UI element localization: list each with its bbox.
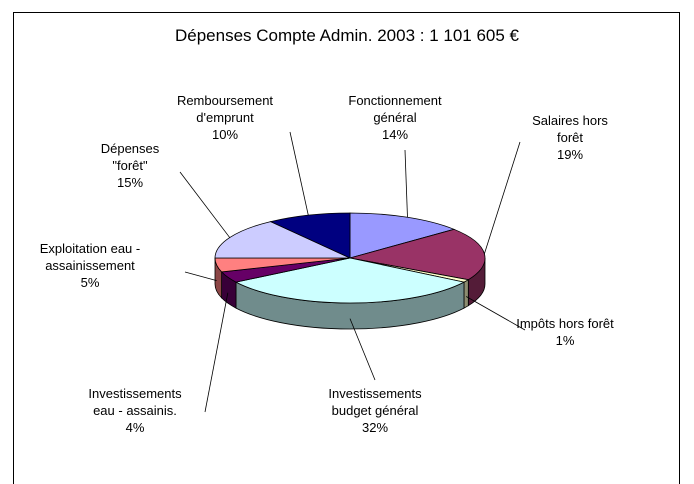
slice-label: Remboursement d'emprunt 10% <box>176 93 274 142</box>
slice-label: Impôts hors forêt 1% <box>516 316 614 348</box>
slice-label: Fonctionnement général 14% <box>348 93 442 142</box>
slice-label: Dépenses "forêt" 15% <box>100 141 160 190</box>
slice-side <box>463 278 469 309</box>
chart-frame <box>13 12 680 484</box>
slice-value-label: 15% <box>116 175 144 190</box>
slice-value-label: 19% <box>556 147 584 162</box>
leader-line <box>179 171 231 238</box>
leader-line <box>204 292 229 413</box>
leader-line <box>184 271 217 282</box>
slice-label: Investissements budget général 32% <box>328 386 422 435</box>
slice-label: Investissements eau - assainis. 4% <box>88 386 182 435</box>
slice <box>349 228 486 281</box>
leader-line <box>289 131 309 216</box>
slice-value-label: 4% <box>125 420 145 435</box>
leader-line <box>349 318 376 381</box>
slice <box>234 257 466 304</box>
leader-line <box>484 141 521 254</box>
slice-value-label: 1% <box>555 333 575 348</box>
slice-value-label: 5% <box>80 275 100 290</box>
slice-value-label: 32% <box>361 420 389 435</box>
slice-label: Salaires hors forêt 19% <box>532 113 608 162</box>
slice <box>349 212 456 259</box>
leader-line <box>404 149 408 218</box>
chart-title: Dépenses Compte Admin. 2003 : 1 101 605 … <box>174 26 519 45</box>
slice-value-label: 14% <box>381 127 409 142</box>
slice-value-label: 10% <box>211 127 239 142</box>
slice-label: Exploitation eau - assainissement 5% <box>39 241 141 290</box>
leader-line <box>466 296 526 331</box>
slice <box>269 212 351 259</box>
